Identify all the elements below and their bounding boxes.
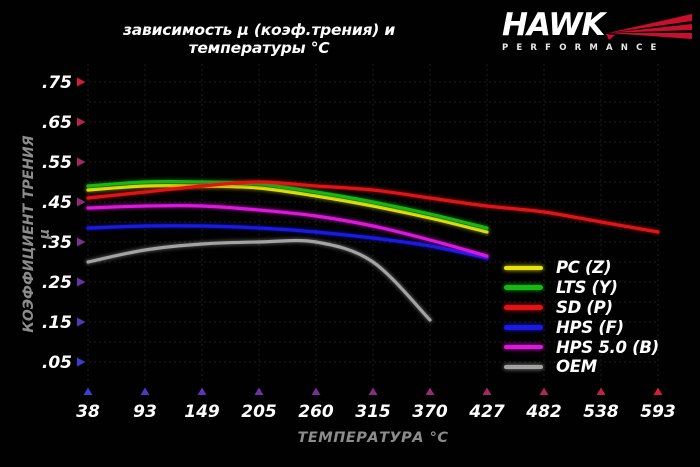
legend-item: LTS (Y) bbox=[504, 278, 659, 298]
x-tick-label: 149 bbox=[184, 402, 220, 422]
x-tick-label: 205 bbox=[241, 402, 277, 422]
legend-label: SD (P) bbox=[556, 297, 613, 317]
x-tick-arrow bbox=[539, 387, 549, 395]
hawk-wordmark: HAWK bbox=[502, 7, 605, 43]
y-tick-arrow bbox=[77, 157, 86, 167]
legend-item: HPS (F) bbox=[504, 317, 659, 337]
legend-item: HPS 5.0 (B) bbox=[504, 337, 659, 357]
x-tick-arrow bbox=[596, 387, 606, 395]
x-tick-label: 38 bbox=[76, 402, 100, 422]
x-tick-label: 260 bbox=[298, 402, 334, 422]
legend-item: OEM bbox=[504, 357, 659, 377]
legend-item: SD (P) bbox=[504, 298, 659, 318]
legend-swatch bbox=[504, 305, 543, 310]
legend-swatch bbox=[504, 325, 543, 330]
x-tick-arrow bbox=[425, 387, 435, 395]
hawk-logo: HAWK PERFORMANCE bbox=[502, 7, 694, 53]
y-tick-label: .65 bbox=[42, 113, 72, 133]
legend-item: PC (Z) bbox=[504, 258, 659, 278]
y-tick-label: .45 bbox=[42, 193, 72, 213]
legend-label: HPS (F) bbox=[556, 317, 624, 337]
chart-title: зависимость μ (коэф.трения) и температур… bbox=[122, 21, 396, 57]
series-line-lts-y bbox=[86, 180, 489, 230]
x-tick-arrow bbox=[83, 387, 93, 395]
x-tick-label: 315 bbox=[355, 402, 391, 422]
y-tick-arrow bbox=[77, 197, 86, 207]
legend-swatch bbox=[504, 344, 543, 350]
legend-swatch bbox=[504, 285, 543, 290]
y-tick-arrow bbox=[77, 237, 86, 247]
x-tick-label: 370 bbox=[412, 402, 448, 422]
legend-label: OEM bbox=[556, 357, 597, 377]
x-tick-arrow bbox=[140, 387, 150, 395]
y-tick-arrow bbox=[77, 117, 86, 127]
y-tick-label: .25 bbox=[42, 273, 72, 293]
y-tick-label: .55 bbox=[42, 153, 72, 173]
x-tick-arrow bbox=[368, 387, 378, 395]
legend-swatch bbox=[504, 364, 543, 370]
legend-swatch bbox=[504, 265, 543, 271]
y-tick-label: .75 bbox=[42, 73, 72, 93]
x-tick-arrow bbox=[254, 387, 264, 395]
y-axis-title: КОЭФФИЦИЕНТ ТРЕНИЯ μ bbox=[21, 135, 53, 333]
y-tick-label: .35 bbox=[42, 233, 72, 253]
y-tick-arrow bbox=[77, 277, 86, 287]
y-tick-label: .05 bbox=[42, 353, 72, 373]
hawk-flag-icon bbox=[606, 14, 693, 40]
series-line-oem bbox=[86, 238, 432, 322]
x-tick-label: 93 bbox=[133, 402, 157, 422]
x-tick-arrow bbox=[311, 387, 321, 395]
series-line-sd-p bbox=[86, 180, 660, 234]
x-tick-label: 538 bbox=[583, 402, 619, 422]
y-tick-arrow bbox=[77, 317, 86, 327]
x-tick-arrow bbox=[197, 387, 207, 395]
hawk-subtitle: PERFORMANCE bbox=[502, 43, 665, 53]
y-tick-arrow bbox=[77, 357, 86, 367]
y-tick-arrow bbox=[77, 77, 86, 87]
series-line-pc-z bbox=[86, 184, 489, 234]
legend-label: LTS (Y) bbox=[556, 278, 618, 298]
x-tick-arrow bbox=[653, 387, 663, 395]
legend-label: PC (Z) bbox=[556, 258, 612, 278]
series-line-hps-5.0-b bbox=[86, 204, 489, 258]
x-axis-title: ТЕМПЕРАТУРА °C bbox=[297, 430, 449, 446]
x-tick-label: 427 bbox=[468, 402, 505, 422]
series-line-hps-f bbox=[86, 224, 489, 260]
legend: PC (Z) LTS (Y) SD (P) HPS (F) HPS 5.0 (B) OEM bbox=[504, 258, 659, 377]
x-tick-label: 593 bbox=[640, 402, 676, 422]
x-tick-arrow bbox=[482, 387, 492, 395]
x-tick-label: 482 bbox=[525, 402, 562, 422]
y-tick-label: .15 bbox=[42, 313, 72, 333]
hawk-logo-row: HAWK bbox=[502, 7, 694, 43]
legend-label: HPS 5.0 (B) bbox=[556, 337, 659, 357]
